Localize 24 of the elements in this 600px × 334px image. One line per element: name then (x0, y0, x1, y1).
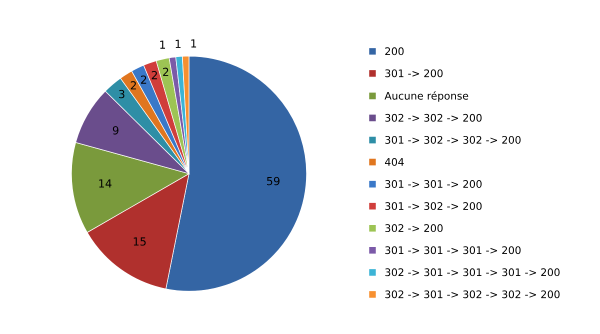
data-label: 1 (191, 39, 196, 48)
data-label: 15 (134, 237, 146, 246)
legend-label: 301 -> 301 -> 200 (385, 180, 482, 188)
legend-label: 301 -> 302 -> 302 -> 200 (385, 136, 521, 144)
legend-label: 301 -> 200 (385, 69, 443, 78)
data-label: 2 (163, 68, 168, 76)
legend-label: Aucune réponse (384, 91, 468, 102)
legend-label: 302 -> 200 (385, 224, 443, 232)
data-label: 2 (141, 75, 146, 84)
legend-label: 404 (384, 158, 404, 166)
data-label: 59 (267, 176, 280, 186)
legend-label: 302 -> 301 -> 302 -> 302 -> 200 (385, 290, 560, 298)
legend-label: 301 -> 302 -> 200 (385, 202, 482, 210)
data-label: 1 (176, 40, 181, 48)
legend-label: 200 (385, 47, 404, 56)
legend-label: 302 -> 301 -> 301 -> 301 -> 200 (385, 268, 560, 276)
data-label: 9 (112, 126, 118, 135)
legend-label: 301 -> 301 -> 301 -> 200 (385, 246, 521, 254)
data-label: 3 (119, 90, 124, 98)
data-label: 1 (160, 40, 166, 49)
data-label: 14 (99, 179, 112, 188)
data-label: 2 (152, 70, 157, 80)
data-label: 2 (130, 81, 136, 90)
legend-label: 302 -> 302 -> 200 (385, 114, 482, 122)
